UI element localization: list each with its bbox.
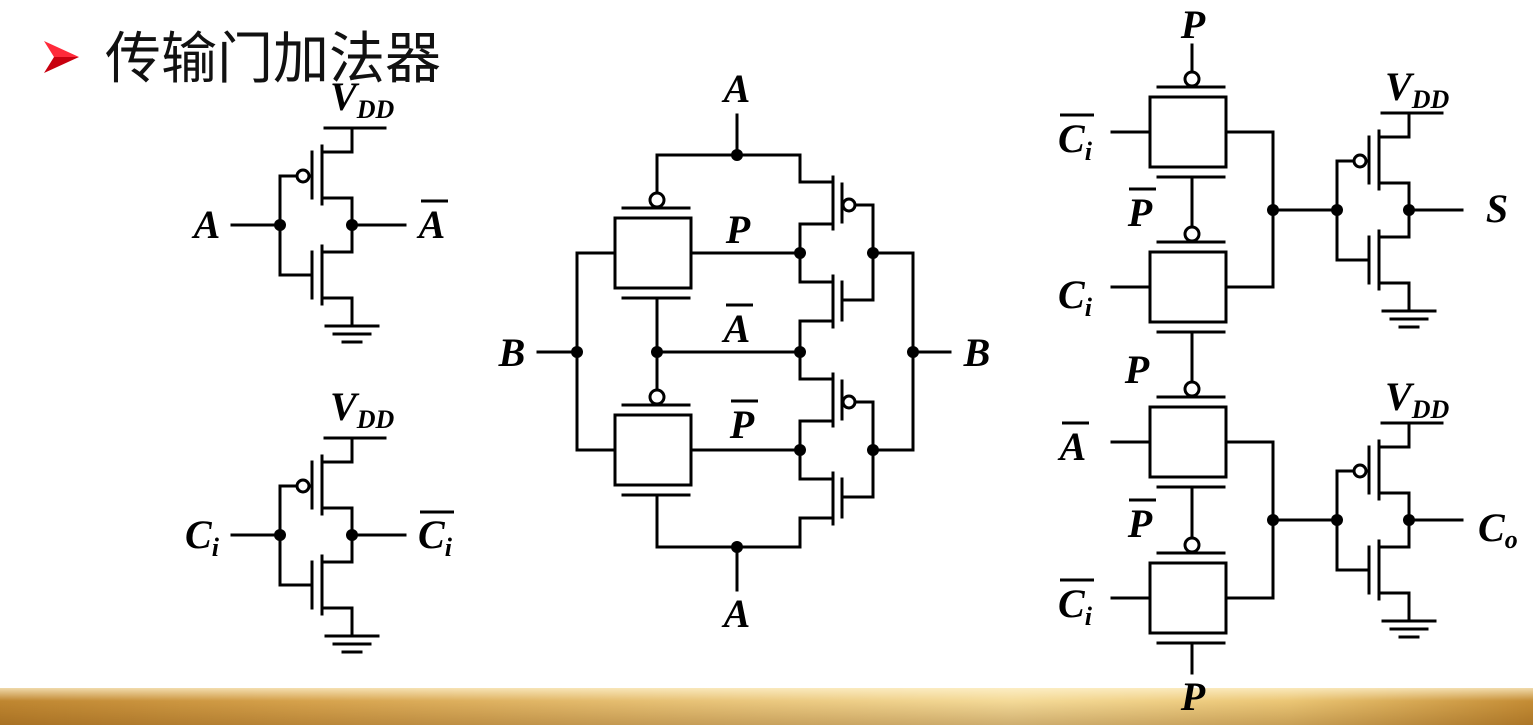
transmission-gate-2 — [1148, 225, 1228, 334]
inverter-a — [230, 126, 407, 344]
label-p-bottom: P — [1180, 674, 1206, 719]
label-b-in: B — [498, 330, 526, 375]
pass-gate-network — [536, 113, 952, 592]
signal-labels: VDD A A VDD Ci Ci A P A B P A B P Ci VDD… — [185, 2, 1518, 719]
label-a-in: A — [191, 202, 221, 247]
slide-title: 传输门加法器 — [105, 27, 441, 92]
label-ci-inv: Ci — [1058, 116, 1093, 166]
label-b-out: B — [963, 330, 991, 375]
transmission-gate-top — [613, 191, 693, 300]
label-ci-inv: Ci — [1058, 581, 1093, 631]
label-a-top: A — [721, 66, 751, 111]
label-p-top: P — [1180, 2, 1206, 47]
inverter-sum — [1287, 111, 1464, 329]
label-co-out: Co — [1478, 505, 1518, 554]
inverter-ci — [230, 436, 407, 654]
label-a-bottom: A — [721, 591, 751, 636]
arrow-bullet-icon — [44, 41, 79, 73]
label-s-out: S — [1486, 186, 1508, 231]
label-vdd: VDD — [330, 74, 394, 124]
junction-dots — [571, 149, 919, 553]
sum-carry-circuits — [1110, 43, 1464, 675]
footer-gold-band — [0, 688, 1533, 725]
label-a-inv: A — [1057, 424, 1087, 469]
transistor-pair-upper — [798, 175, 875, 329]
label-p: P — [725, 207, 751, 252]
transmission-gate-3 — [1148, 380, 1228, 489]
label-vdd: VDD — [330, 384, 394, 434]
label-p-inv: P — [1127, 190, 1153, 235]
label-a-inv-out: A — [416, 202, 446, 247]
junction-dot — [1267, 204, 1279, 216]
label-ci-in: Ci — [185, 512, 220, 562]
label-p: P — [1124, 347, 1150, 392]
label-vdd: VDD — [1385, 374, 1449, 424]
label-a-inv: A — [721, 306, 751, 351]
slide-title-row: 传输门加法器 — [44, 27, 441, 92]
inverter-carry — [1287, 421, 1464, 639]
transmission-gate-4 — [1148, 536, 1228, 645]
label-p-inv: P — [729, 402, 755, 447]
label-p-inv: P — [1127, 501, 1153, 546]
network-wires — [536, 113, 952, 592]
transistor-pair-lower — [798, 372, 875, 526]
transmission-gate-1 — [1148, 70, 1228, 179]
label-vdd: VDD — [1385, 64, 1449, 114]
label-ci: Ci — [1058, 272, 1093, 322]
junction-dot — [1267, 514, 1279, 526]
label-ci-inv-out: Ci — [418, 512, 453, 562]
transmission-gate-bottom — [613, 388, 693, 497]
